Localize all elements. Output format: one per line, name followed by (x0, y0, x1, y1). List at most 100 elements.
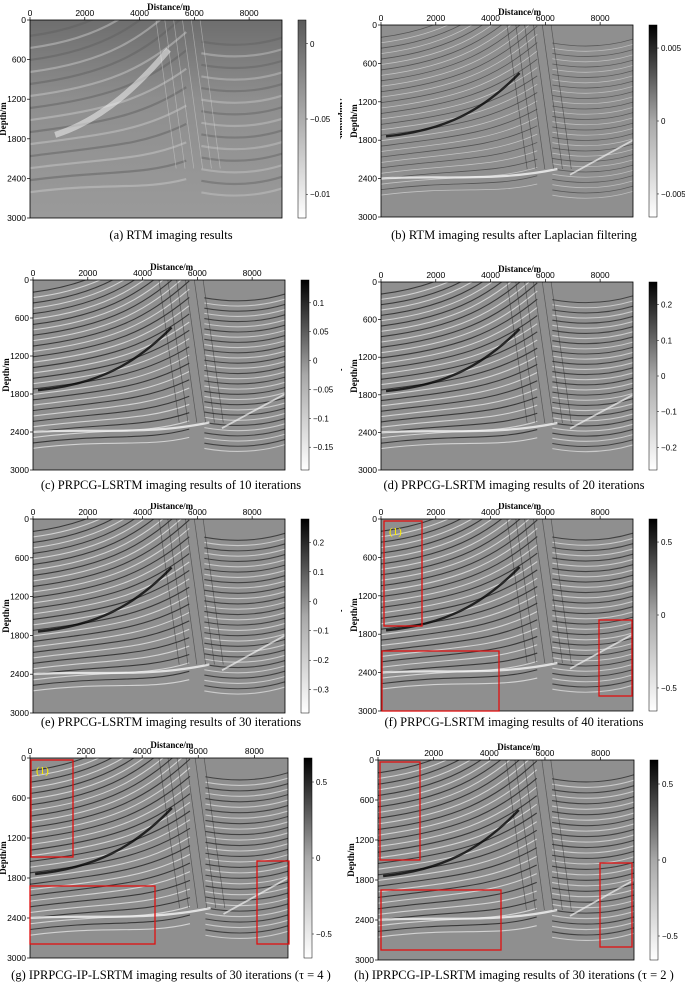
seismic-reflectors (33, 280, 285, 452)
seismic-reflectors (381, 25, 633, 199)
colorbar-tick-label: 0 (313, 357, 318, 366)
colorbar-tick-label: −0.005 (661, 190, 685, 199)
x-tick-label: 2000 (78, 507, 97, 517)
seismic-reflectors (381, 519, 633, 693)
x-tick-label: 8000 (591, 507, 610, 517)
seismic-reflectors (33, 519, 285, 695)
x-tick-label: 0 (379, 13, 384, 23)
y-tick-label: 2400 (10, 427, 29, 437)
y-tick-label: 1800 (358, 390, 377, 400)
panel-caption: (d) PRPCG-LSRTM imaging results of 20 it… (383, 478, 645, 492)
x-tick-label: 6000 (188, 507, 207, 517)
y-tick-label: 2400 (10, 669, 29, 679)
x-tick-label: 8000 (243, 507, 262, 517)
panel-d-plot: Distance/m 0 2000 4000 6000 8000 0 600 1200 1800 2… (349, 264, 677, 475)
y-tick-label: 1800 (7, 873, 26, 883)
colorbar (648, 518, 658, 712)
seismic-reflectors (381, 282, 633, 453)
x-tick-label: 2000 (78, 268, 97, 278)
colorbar-tick-label: −0.05 (313, 385, 334, 394)
y-tick-label: 1200 (10, 592, 29, 602)
seismic-reflectors (30, 20, 282, 197)
y-axis-label: Depth/m (349, 598, 359, 632)
x-axis-label: Distance/m (150, 262, 193, 272)
panel-caption: (c) PRPCG-LSRTM imaging results of 10 it… (40, 478, 302, 492)
y-axis-label: Depth/m (349, 359, 359, 393)
x-tick-label: 8000 (245, 746, 264, 756)
x-axis-label: Distance/m (498, 264, 541, 274)
panel-b-plot: Distance/m 0 2000 4000 6000 8000 0 600 1200 1800 2… (349, 7, 685, 222)
y-tick-label: 3000 (358, 212, 377, 222)
y-tick-label: 0 (372, 277, 377, 287)
panel-caption: (g) IPRPCG-IP-LSRTM imaging results of 3… (11, 968, 331, 982)
y-tick-label: 0 (372, 20, 377, 30)
panel-f: Distance/m 0 2000 4000 6000 8000 0 600 1200 1800 2… (343, 503, 685, 750)
colorbar-tick-label: −0.5 (662, 932, 678, 941)
panel-g-plot: Distance/m 0 2000 4000 6000 8000 0 600 1200 1800 2… (0, 740, 332, 963)
x-tick-label: 6000 (185, 8, 204, 18)
colorbar-tick-label: −0.1 (313, 627, 329, 636)
y-tick-label: 1200 (358, 591, 377, 601)
colorbar-tick-label: 0.1 (661, 336, 673, 345)
y-tick-label: 0 (21, 15, 26, 25)
panel-e-plot: Distance/m 0 2000 4000 6000 8000 0 600 1200 1800 2… (1, 503, 342, 718)
y-tick-label: 2400 (358, 427, 377, 437)
panel-h-plot: Distance/m 0 2000 4000 6000 8000 0 600 1200 1800 2… (346, 742, 678, 965)
y-tick-label: 1200 (7, 833, 26, 843)
y-tick-label: 2400 (358, 174, 377, 184)
colorbar (297, 19, 307, 219)
y-tick-label: 600 (15, 313, 29, 323)
y-tick-label: 600 (12, 793, 26, 803)
y-axis-label: Depth/m (1, 599, 11, 633)
panel-d: Distance/m 0 2000 4000 6000 8000 0 600 1200 1800 2… (343, 260, 685, 507)
colorbar (649, 759, 659, 961)
colorbar-tick-label: 0.1 (313, 299, 325, 308)
colorbar-tick-label: −0.5 (661, 684, 677, 693)
colorbar-tick-label: 0.5 (662, 780, 674, 789)
panel-a-plot: Distance/m 0 2000 4000 6000 8000 0 600 1200 1800 2… (0, 2, 342, 223)
panel-caption: (a) RTM imaging results (109, 228, 233, 242)
y-tick-label: 1200 (358, 352, 377, 362)
colorbar-tick-label: 0 (661, 117, 666, 126)
y-tick-label: 1800 (7, 134, 26, 144)
y-tick-label: 2400 (7, 173, 26, 183)
x-tick-label: 0 (379, 270, 384, 280)
x-tick-label: 6000 (536, 13, 555, 23)
x-axis-label: Distance/m (498, 503, 541, 511)
x-tick-label: 8000 (243, 268, 262, 278)
x-tick-label: 2000 (426, 507, 445, 517)
x-tick-label: 8000 (240, 8, 259, 18)
y-tick-label: 3000 (10, 708, 29, 718)
y-tick-label: 600 (360, 795, 374, 805)
x-axis-label: Distance/m (498, 7, 541, 17)
x-tick-label: 4000 (480, 748, 499, 758)
panel-c: Distance/m 0 2000 4000 6000 8000 0 600 1200 1800 2… (0, 260, 342, 507)
panel-g: Distance/m 0 2000 4000 6000 8000 0 600 1200 1800 2… (0, 740, 342, 987)
colorbar-label: Amplitude (341, 595, 342, 636)
x-tick-label: 2000 (424, 748, 443, 758)
colorbar-label: Amplitude (338, 98, 342, 139)
x-tick-label: 8000 (591, 748, 610, 758)
colorbar-tick-label: −0.1 (661, 408, 677, 417)
colorbar-tick-label: −0.1 (313, 414, 329, 423)
y-axis-label: Depth/m (346, 843, 356, 877)
colorbar-label: Amplitude (341, 354, 342, 395)
colorbar-tick-label: 0 (661, 372, 666, 381)
highlight-box (29, 885, 156, 945)
x-tick-label: 0 (28, 746, 33, 756)
x-tick-label: 2000 (75, 8, 94, 18)
x-tick-label: 4000 (481, 507, 500, 517)
colorbar-tick-label: −0.2 (313, 656, 329, 665)
panel-f-plot: Distance/m 0 2000 4000 6000 8000 0 600 1200 1800 2… (349, 503, 677, 716)
x-tick-label: 8000 (591, 270, 610, 280)
y-tick-label: 600 (15, 553, 29, 563)
highlight-box (599, 862, 633, 948)
y-tick-label: 0 (24, 514, 29, 524)
colorbar-tick-label: 0.2 (661, 301, 673, 310)
y-tick-label: 1800 (10, 630, 29, 640)
x-tick-label: 0 (28, 8, 33, 18)
highlight-box-label: (1) (389, 526, 402, 538)
highlight-box (598, 619, 633, 697)
colorbar-tick-label: 0 (316, 854, 321, 863)
x-tick-label: 4000 (133, 507, 152, 517)
